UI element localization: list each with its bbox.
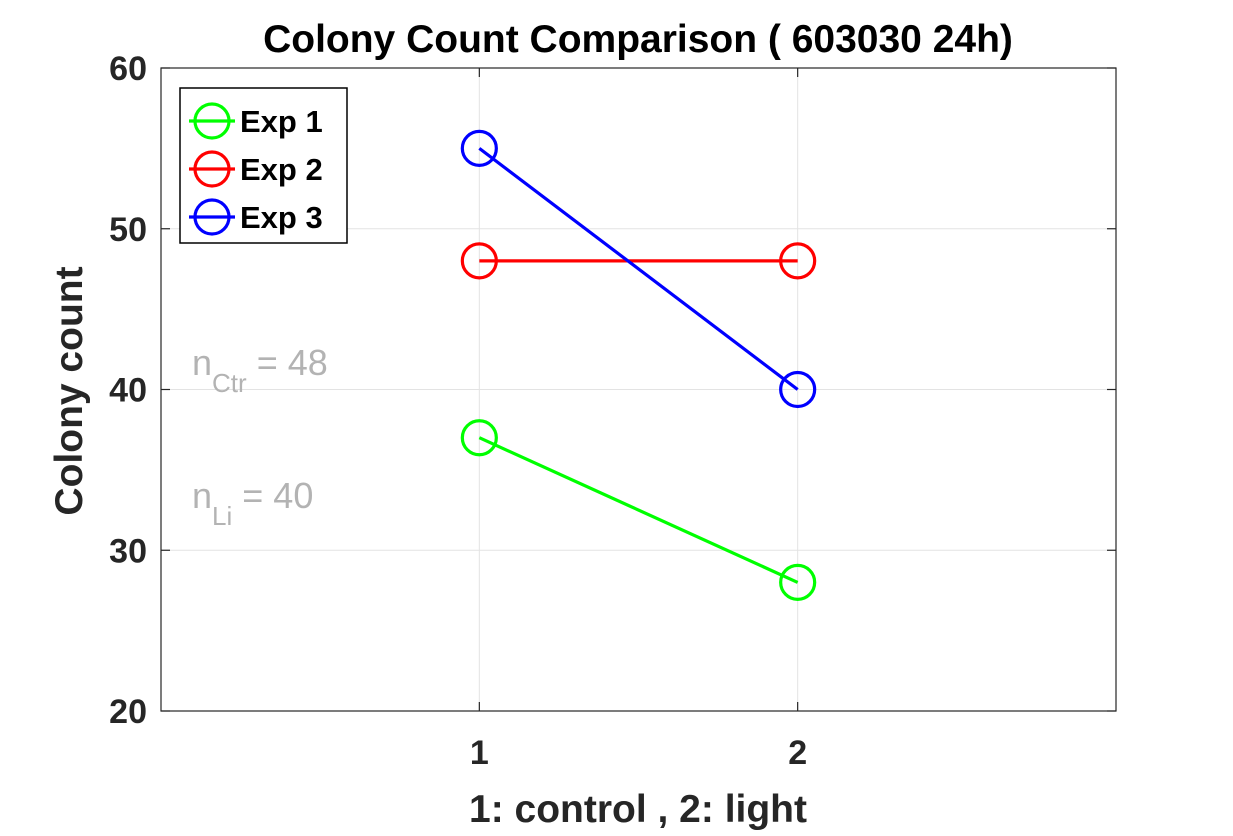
y-tick-label: 30 xyxy=(109,532,147,570)
x-tick-label: 2 xyxy=(788,734,807,772)
series-2 xyxy=(460,242,817,280)
legend-entry: Exp 1 xyxy=(189,102,323,140)
y-tick-label: 50 xyxy=(109,211,147,249)
sample-size-annotation: nCtr = 48 xyxy=(192,342,328,398)
series-line xyxy=(478,436,799,584)
series-group xyxy=(460,129,817,602)
data-point xyxy=(779,370,817,409)
y-axis-label: Colony count xyxy=(48,266,91,515)
data-point xyxy=(460,242,498,280)
legend: Exp 1 Exp 2 Exp 3 xyxy=(179,87,348,244)
sample-size-annotation: nLi = 40 xyxy=(192,475,313,531)
series-line xyxy=(478,147,799,391)
y-tick-label: 20 xyxy=(109,693,147,731)
legend-label: Exp 3 xyxy=(240,200,323,235)
series-3 xyxy=(460,129,817,409)
data-point xyxy=(460,129,498,167)
annotations: nCtr = 48 nLi = 40 xyxy=(192,342,328,531)
legend-label: Exp 1 xyxy=(240,104,323,139)
y-tick-label: 40 xyxy=(109,372,147,410)
legend-entry: Exp 3 xyxy=(189,198,323,236)
legend-entry: Exp 2 xyxy=(189,150,323,188)
legend-marker xyxy=(193,102,231,140)
chart-title: Colony Count Comparison ( 603030 24h) xyxy=(263,18,1013,61)
legend-marker xyxy=(193,150,231,188)
data-point xyxy=(460,419,498,457)
legend-marker xyxy=(193,198,231,236)
x-tick-label: 1 xyxy=(470,734,489,772)
axes: 20 30 40 50 60 1 2 xyxy=(109,50,1117,772)
data-point xyxy=(779,563,817,602)
data-point xyxy=(779,242,817,280)
y-tick-label: 60 xyxy=(109,50,147,88)
series-1 xyxy=(460,419,817,602)
legend-label: Exp 2 xyxy=(240,152,323,187)
legend-box xyxy=(179,87,348,244)
x-axis-label: 1: control , 2: light xyxy=(469,788,807,831)
